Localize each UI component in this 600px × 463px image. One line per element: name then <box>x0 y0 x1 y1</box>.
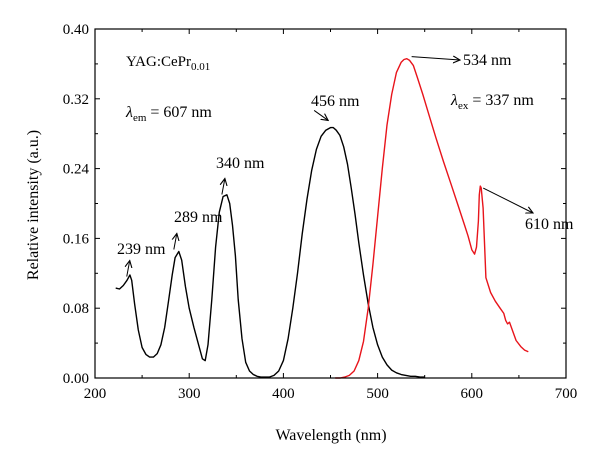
peak-arrow <box>222 179 225 195</box>
peak-arrow <box>411 57 460 60</box>
y-axis-title: Relative intensity (a.u.) <box>25 130 42 280</box>
peak-arrow <box>313 110 328 120</box>
ticks: 200 300 400 500 600 700 0.00 0.08 0.16 0.24 0.32 0.… <box>63 22 578 402</box>
x-tick-label: 400 <box>272 386 295 402</box>
lambda-ex-sub: ex <box>458 100 469 112</box>
lambda-em-sub: em <box>133 112 147 124</box>
emission-curve <box>335 58 529 379</box>
lambda-ex-symbol: λ <box>450 92 458 109</box>
y-tick-label: 0.24 <box>63 162 90 178</box>
y-tick-label: 0.40 <box>63 22 89 38</box>
x-tick-label: 300 <box>178 386 201 402</box>
excitation-curve <box>115 126 425 378</box>
lambda-em-value: = 607 nm <box>146 104 212 121</box>
peak-label: 610 nm <box>525 216 574 233</box>
peak-label: 534 nm <box>463 52 512 69</box>
x-tick-label: 600 <box>461 386 484 402</box>
lambda-ex-label: λex = 337 nm <box>450 92 534 112</box>
x-tick-label: 700 <box>555 386 578 402</box>
lambda-em-label: λem = 607 nm <box>125 104 212 124</box>
peak-arrow <box>174 233 177 250</box>
x-axis-title: Wavelength (nm) <box>275 427 386 444</box>
x-tick-label: 500 <box>366 386 389 402</box>
y-tick-label: 0.32 <box>63 92 89 108</box>
curves <box>115 58 529 379</box>
y-tick-label: 0.08 <box>63 301 89 317</box>
sample-label: YAG:CePr0.01 <box>126 54 210 73</box>
peak-arrow <box>482 187 533 213</box>
peak-label: 239 nm <box>117 241 166 258</box>
sample-label-sub: 0.01 <box>191 61 210 73</box>
lambda-ex-value: = 337 nm <box>468 92 534 109</box>
sample-label-base: YAG:CePr <box>126 54 191 70</box>
annotations: 239 nm 289 nm 340 nm 456 nm 534 nm 610 nm <box>117 52 574 277</box>
y-tick-label: 0.00 <box>63 371 89 387</box>
peak-label: 340 nm <box>216 155 265 172</box>
x-tick-label: 200 <box>84 386 107 402</box>
peak-arrow <box>127 261 130 277</box>
lambda-em-symbol: λ <box>125 104 133 121</box>
peak-label: 289 nm <box>174 209 223 226</box>
y-tick-label: 0.16 <box>63 231 90 247</box>
peak-label: 456 nm <box>311 93 360 110</box>
